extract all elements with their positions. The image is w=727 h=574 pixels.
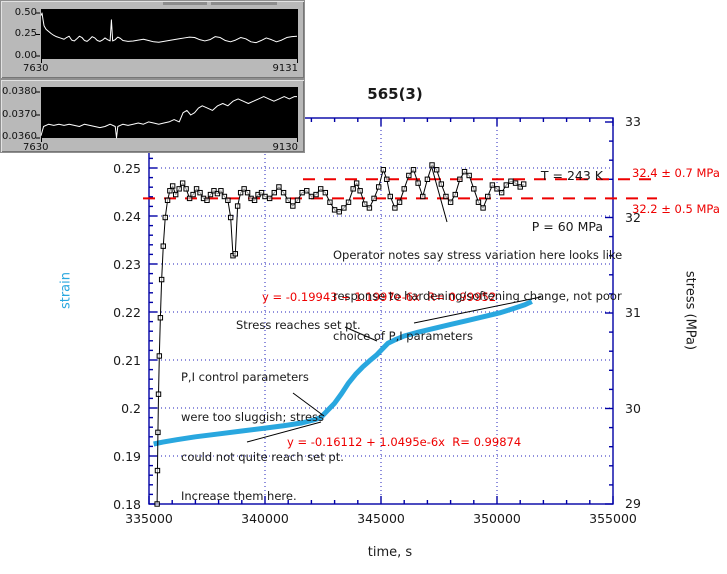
inset-panel-bottom: 0.0380 0.0370 0.0360 7630 9130: [0, 79, 305, 153]
stress-tick-label: 33: [625, 114, 641, 129]
x-tick-label: 335000: [125, 511, 173, 526]
strain-tick-label: 0.18: [113, 497, 141, 512]
condition-pressure: P = 60 MPa: [531, 219, 603, 234]
x-axis-title: time, s: [367, 545, 413, 560]
experiment-conditions: T = 243 K P = 60 MPa: [532, 133, 603, 269]
strain-tick-label: 0.24: [113, 209, 141, 224]
inset-top-ytick: 0.00: [14, 50, 37, 61]
strain-tick-label: 0.25: [113, 161, 141, 176]
x-tick-label: 345000: [357, 511, 405, 526]
fit-line-lower: [246, 421, 322, 443]
operator-note-line: response to hardening/softening change, …: [333, 288, 622, 303]
x-tick-label: 340000: [241, 511, 289, 526]
inset-trace: [40, 12, 298, 44]
strain-tick-label: 0.23: [113, 257, 141, 272]
inset-bottom-xtick: 9130: [272, 142, 298, 153]
strain-tick-label: 0.2: [121, 401, 141, 416]
ref-line-label-upper: 32.4 ± 0.7 MPa: [632, 166, 720, 180]
inset-bottom-trace-canvas: [36, 91, 298, 142]
stress-tick-label: 32: [625, 209, 641, 225]
leader-line: [431, 167, 448, 223]
inset-bottom-ytick: 0.0360: [2, 131, 37, 142]
condition-temperature: T = 243 K: [540, 168, 603, 183]
leader-line: [292, 392, 325, 417]
operator-note-line: Operator notes say stress variation here…: [333, 248, 623, 262]
inset-trace: [40, 96, 297, 139]
inset-top-screen: [36, 9, 298, 63]
x-tick-label: 350000: [473, 511, 521, 526]
pi-note-line: Increase them here.: [181, 489, 297, 504]
pi-note-line: were too sluggish; stress: [181, 410, 325, 425]
inset-bottom-ytick: 0.0380: [2, 86, 37, 97]
panel-groove: [211, 2, 277, 5]
inset-bottom-screen: [36, 87, 298, 142]
right-axis-title: stress (MPa): [682, 270, 698, 351]
pi-note-line: could not quite reach set pt.: [181, 449, 344, 464]
fit-equation-upper: y = -0.19943 + 1.1997e-6x R= 0.99952: [262, 290, 497, 304]
inset-bottom-xtick: 7630: [23, 142, 49, 153]
stress-tick-label: 30: [625, 400, 641, 416]
set-point-label: Stress reaches set pt.: [236, 318, 361, 332]
inset-panel-top: 0.50 0.25 0.00 7630 9131: [0, 0, 305, 79]
stress-series-markers: [154, 162, 527, 507]
chart-title: 565(3): [367, 85, 423, 103]
fit-line-upper: [413, 296, 542, 324]
ref-line-label-lower: 32.2 ± 0.5 MPa: [632, 202, 720, 216]
inset-top-xtick: 9131: [272, 63, 298, 74]
strain-series-line: [153, 299, 533, 447]
strain-tick-label: 0.19: [113, 449, 141, 464]
x-tick-label: 355000: [589, 511, 637, 526]
inset-top-ytick: 0.50: [14, 7, 37, 18]
panel-groove: [163, 2, 207, 5]
stress-tick-label: 29: [625, 496, 641, 511]
left-axis-title: strain: [58, 271, 74, 310]
leader-line: [344, 326, 378, 342]
pi-note-line: P,I control parameters: [181, 370, 309, 385]
stress-tick-label: 31: [625, 305, 641, 320]
pi-parameters-note: P,I control parameters were too sluggish…: [181, 345, 344, 530]
inset-top-ytick: 0.25: [14, 28, 37, 39]
fit-equation-lower: y = -0.16112 + 1.0495e-6x R= 0.99874: [287, 435, 522, 449]
strain-tick-label: 0.21: [113, 353, 141, 368]
inset-bottom-ytick: 0.0370: [2, 109, 37, 120]
operator-note: Operator notes say stress variation here…: [333, 222, 622, 371]
inset-top-trace-canvas: [36, 12, 298, 63]
strain-tick-label: 0.22: [113, 305, 141, 320]
inset-top-xtick: 7630: [23, 63, 49, 74]
operator-note-line: choice of P,I parameters: [333, 329, 473, 343]
